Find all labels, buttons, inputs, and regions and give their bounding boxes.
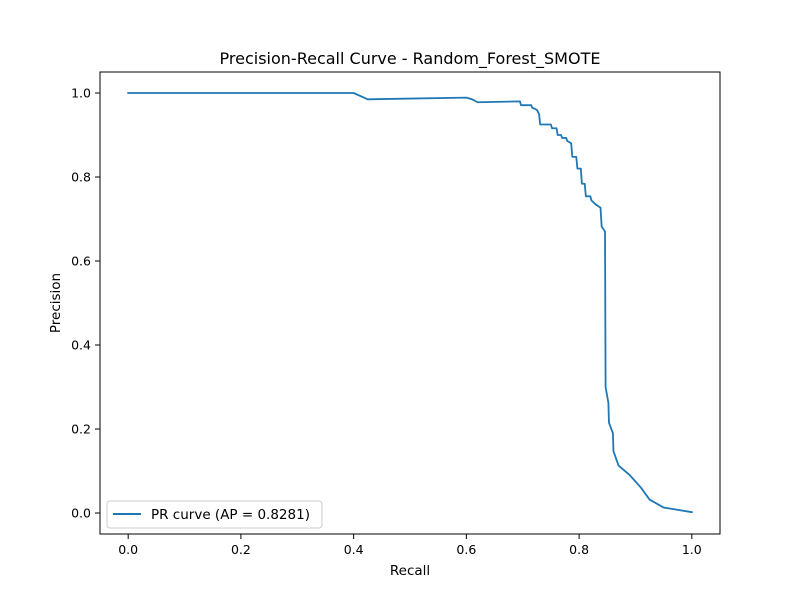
y-tick-label: 0.6: [71, 254, 91, 269]
chart-title: Precision-Recall Curve - Random_Forest_S…: [220, 49, 601, 69]
x-tick-label: 0.0: [118, 542, 138, 557]
y-tick-label: 0.2: [71, 422, 91, 437]
legend: PR curve (AP = 0.8281): [106, 500, 323, 529]
x-tick-label: 0.2: [231, 542, 251, 557]
legend-label: PR curve (AP = 0.8281): [151, 507, 310, 523]
x-axis: 0.0 0.2 0.4 0.6 0.8 1.0: [118, 534, 702, 557]
x-tick-label: 0.4: [344, 542, 364, 557]
y-tick-label: 1.0: [71, 86, 91, 101]
x-tick-label: 0.8: [569, 542, 589, 557]
y-axis: 0.0 0.2 0.4 0.6 0.8 1.0: [71, 86, 100, 521]
x-tick-label: 0.6: [456, 542, 476, 557]
y-tick-label: 0.4: [71, 338, 91, 353]
plot-area-frame: [99, 71, 721, 535]
y-axis-label: Precision: [48, 273, 64, 333]
x-axis-label: Recall: [390, 563, 430, 579]
y-tick-label: 0.8: [71, 170, 91, 185]
series-line: [127, 92, 693, 514]
legend-box: [106, 500, 323, 529]
series-layer: [127, 92, 693, 514]
x-tick-label: 1.0: [682, 542, 702, 557]
y-tick-label: 0.0: [71, 506, 91, 521]
